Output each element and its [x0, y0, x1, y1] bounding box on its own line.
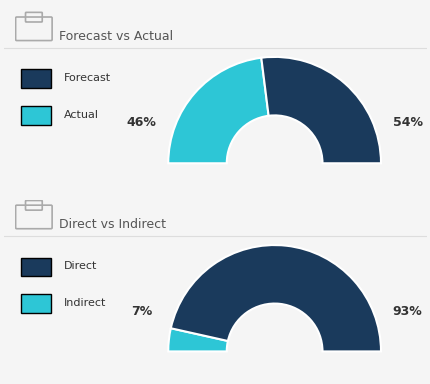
Text: 54%: 54%: [392, 116, 422, 129]
FancyBboxPatch shape: [21, 295, 51, 313]
FancyBboxPatch shape: [21, 106, 51, 125]
Text: 7%: 7%: [131, 305, 152, 318]
Wedge shape: [168, 328, 227, 351]
Wedge shape: [168, 58, 268, 163]
Text: 46%: 46%: [126, 116, 156, 129]
Wedge shape: [261, 57, 380, 163]
Text: Direct: Direct: [63, 261, 97, 271]
Text: Direct vs Indirect: Direct vs Indirect: [59, 218, 166, 231]
FancyBboxPatch shape: [21, 70, 51, 88]
Text: Actual: Actual: [63, 109, 98, 119]
FancyBboxPatch shape: [21, 258, 51, 276]
Text: Forecast vs Actual: Forecast vs Actual: [59, 30, 173, 43]
Text: 93%: 93%: [392, 305, 421, 318]
Wedge shape: [170, 245, 380, 351]
Text: Indirect: Indirect: [63, 298, 106, 308]
Text: Forecast: Forecast: [63, 73, 111, 83]
